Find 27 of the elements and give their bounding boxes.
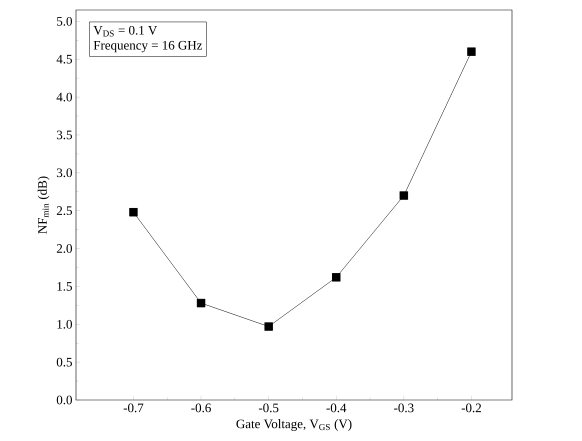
x-tick-label: -0.6 [191,404,211,412]
y-tick-label: 3.5 [56,130,72,140]
x-axis-title: Gate Voltage, V$_{GS}$ (V) [236,419,352,431]
y-tick-label: 0.0 [56,396,72,404]
x-tick-label: -0.7 [124,404,144,412]
point [332,273,340,282]
point [400,191,408,200]
y-tick-label: 3.0 [56,168,72,178]
annotation: Frequency = 16 GHz [94,40,202,52]
y-tick-label: 1.0 [57,320,72,329]
x-tick-label: -0.2 [462,404,481,412]
x-tick-label: -0.4 [326,404,346,412]
y-tick-label: 2.0 [56,244,72,253]
x-tick-label: -0.5 [258,404,278,412]
y-axis-title: NF$_{min}$ (dB) [38,176,50,234]
y-tick-label: 5.0 [57,16,72,26]
annotation: V$_{DS}$ = 0.1 V [93,26,158,37]
y-tick-label: 4.5 [56,54,72,64]
y-tick-label: 0.5 [56,358,72,367]
point [467,47,476,56]
y-tick-label: 2.5 [56,206,72,216]
y-tick-label: 1.5 [57,282,72,291]
x-tick-label: -0.3 [394,404,414,412]
point [264,322,273,331]
point [196,298,206,308]
y-tick-label: 4.0 [56,92,72,102]
point [129,208,138,216]
